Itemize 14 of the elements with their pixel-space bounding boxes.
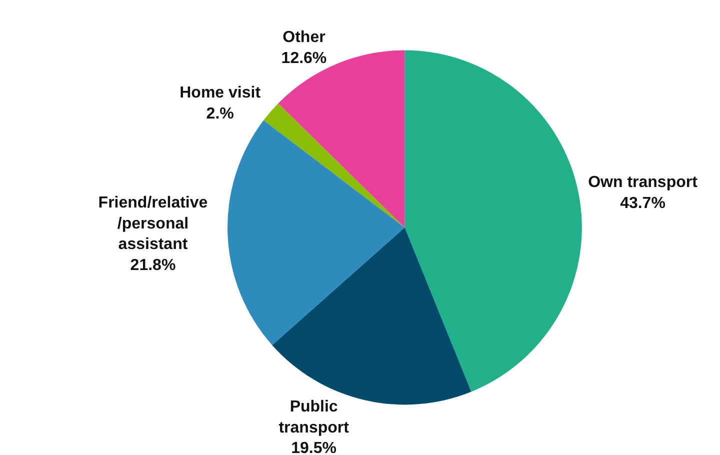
data-label: 12.6% (281, 50, 327, 67)
data-label: 21.8% (130, 256, 176, 274)
pie-slice (264, 103, 405, 228)
data-label: 19.5% (291, 440, 337, 455)
pie-slice (404, 50, 582, 392)
pie-slice (278, 50, 405, 228)
slice-label: Friend/relative/personal assistant (98, 194, 208, 254)
pie-slice (228, 120, 405, 346)
slice-label: Own transport (588, 174, 698, 192)
slice-label: Public transport (278, 398, 350, 436)
data-label: 2.% (206, 105, 234, 122)
data-label: 43.7% (620, 194, 666, 212)
slice-label: Other (282, 29, 326, 46)
slice-label: Home visit (180, 84, 262, 102)
